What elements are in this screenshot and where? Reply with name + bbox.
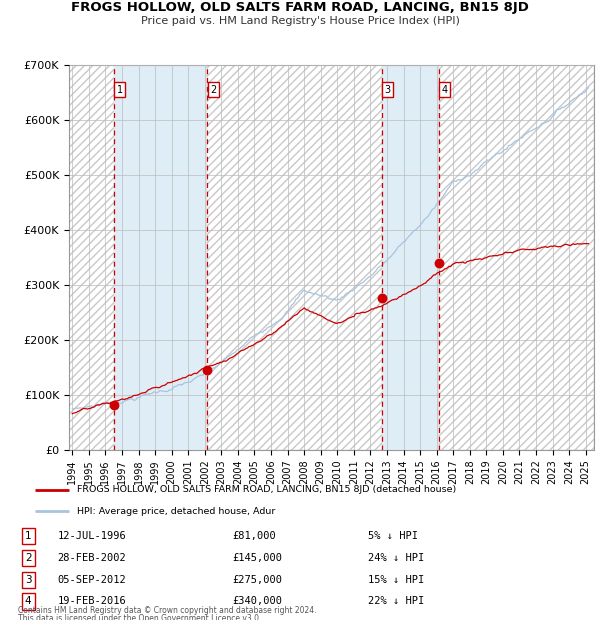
Bar [69, 65, 115, 450]
Text: 1: 1 [117, 85, 123, 95]
Text: 19-FEB-2016: 19-FEB-2016 [58, 596, 126, 606]
Bar [439, 65, 594, 450]
Text: FROGS HOLLOW, OLD SALTS FARM ROAD, LANCING, BN15 8JD: FROGS HOLLOW, OLD SALTS FARM ROAD, LANCI… [71, 1, 529, 14]
Point [434, 258, 443, 268]
Text: 12-JUL-1996: 12-JUL-1996 [58, 531, 126, 541]
Point [110, 400, 119, 410]
Text: £340,000: £340,000 [232, 596, 283, 606]
Text: Contains HM Land Registry data © Crown copyright and database right 2024.: Contains HM Land Registry data © Crown c… [18, 606, 317, 616]
Text: 15% ↓ HPI: 15% ↓ HPI [368, 575, 424, 585]
Text: 24% ↓ HPI: 24% ↓ HPI [368, 553, 424, 563]
Text: 05-SEP-2012: 05-SEP-2012 [58, 575, 126, 585]
Text: 4: 4 [25, 596, 31, 606]
Text: 2: 2 [210, 85, 216, 95]
Bar [208, 65, 382, 450]
Point [377, 293, 386, 303]
Bar [439, 65, 594, 450]
Text: This data is licensed under the Open Government Licence v3.0.: This data is licensed under the Open Gov… [18, 614, 262, 620]
Text: 28-FEB-2002: 28-FEB-2002 [58, 553, 126, 563]
Text: £145,000: £145,000 [232, 553, 283, 563]
Text: 3: 3 [25, 575, 31, 585]
Bar [115, 65, 208, 450]
Text: 5% ↓ HPI: 5% ↓ HPI [368, 531, 418, 541]
Text: £81,000: £81,000 [232, 531, 276, 541]
Text: £275,000: £275,000 [232, 575, 283, 585]
Bar [208, 65, 382, 450]
Bar [382, 65, 439, 450]
Text: Price paid vs. HM Land Registry's House Price Index (HPI): Price paid vs. HM Land Registry's House … [140, 16, 460, 26]
Text: 2: 2 [25, 553, 31, 563]
Text: 4: 4 [442, 85, 448, 95]
Text: 1: 1 [25, 531, 31, 541]
Text: 3: 3 [384, 85, 390, 95]
Point [203, 365, 212, 375]
Text: FROGS HOLLOW, OLD SALTS FARM ROAD, LANCING, BN15 8JD (detached house): FROGS HOLLOW, OLD SALTS FARM ROAD, LANCI… [77, 485, 457, 495]
Text: 22% ↓ HPI: 22% ↓ HPI [368, 596, 424, 606]
Bar [69, 65, 115, 450]
Text: HPI: Average price, detached house, Adur: HPI: Average price, detached house, Adur [77, 507, 275, 516]
